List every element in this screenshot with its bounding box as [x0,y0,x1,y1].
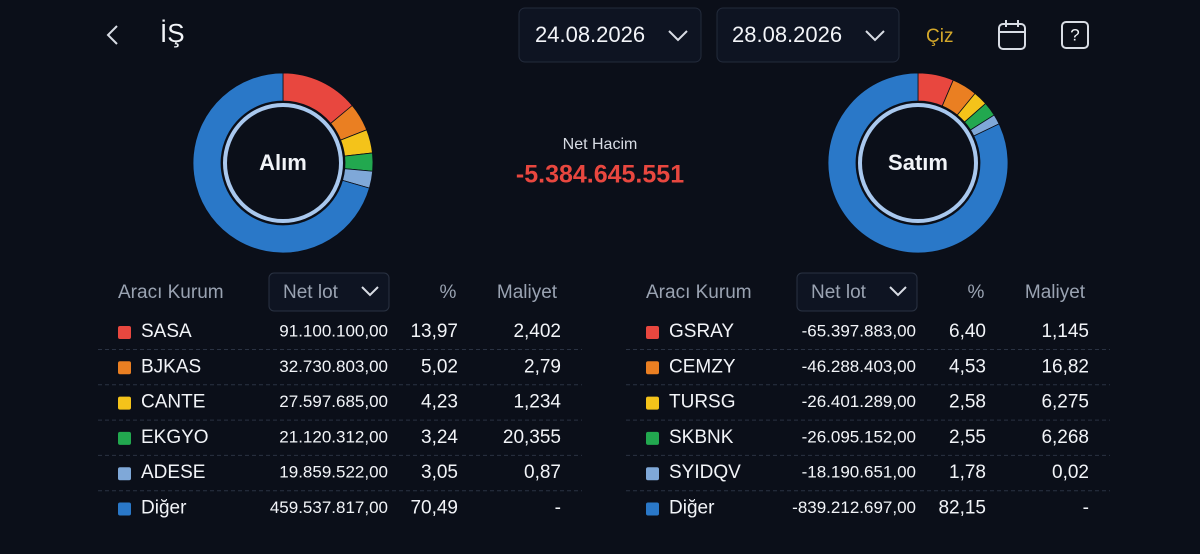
chevron [668,30,688,42]
donut-inner-ring [223,103,343,223]
broker-name: SASA [141,321,192,342]
column-header: Net lot [811,282,867,303]
cost: 0,02 [1052,462,1089,483]
cost: - [1083,498,1089,519]
percent: 13,97 [410,321,458,342]
broker-name: CANTE [141,392,205,413]
page-title: İŞ [160,18,185,48]
net-lot: 27.597.685,00 [279,392,388,411]
column-header: Maliyet [497,282,558,303]
broker-name: ADESE [141,462,205,483]
net-lot: -65.397.883,00 [802,321,916,340]
percent: 2,58 [949,392,986,413]
broker-name: CEMZY [669,356,736,377]
broker-name: SKBNK [669,427,734,448]
date-box [518,7,702,63]
net-lot: 459.537.817,00 [270,498,388,517]
legend-swatch [118,502,131,516]
back-button[interactable] [106,25,118,45]
end-date-picker[interactable]: 28.08.2026 [716,7,900,63]
legend-swatch [646,361,659,375]
donut-label: Alım [259,150,307,175]
column-header: Maliyet [1025,282,1086,303]
broker-name: Diğer [141,498,187,519]
legend-swatch [118,361,131,375]
cost: 16,82 [1041,356,1089,377]
net-lot: -839.212.697,00 [792,498,916,517]
column-header: Aracı Kurum [118,282,224,303]
donut-label: Satım [888,150,948,175]
percent: 4,23 [421,392,458,413]
column-header: % [968,282,985,303]
cost: 1,234 [513,392,561,413]
legend-swatch [118,431,131,445]
cost: 0,87 [524,462,561,483]
percent: 3,24 [421,427,458,448]
net-lot: -46.288.403,00 [802,357,916,376]
net-lot: 91.100.100,00 [279,321,388,340]
cost: 6,268 [1041,427,1089,448]
percent: 5,02 [421,356,458,377]
dropdown-box[interactable] [268,272,390,312]
help-icon: ? [1070,25,1079,44]
cost: 6,275 [1041,392,1089,413]
net-lot: 19.859.522,00 [279,463,388,482]
broker-name: EKGYO [141,427,209,448]
broker-name: SYIDQV [669,462,741,483]
net-lot: -26.095.152,00 [802,427,916,446]
legend-swatch [646,431,659,445]
end-date: 28.08.2026 [732,22,842,47]
net-volume-label: Net Hacim [563,136,638,153]
legend-swatch [646,467,659,481]
percent: 1,78 [949,462,986,483]
cost: - [555,498,561,519]
start-date-picker[interactable]: 24.08.2026 [518,7,702,63]
help-button[interactable]: ? [1061,21,1089,49]
net-volume-value: -5.384.645.551 [516,161,684,189]
column-header: Net lot [283,282,339,303]
donut-segment [344,152,374,172]
cost: 2,79 [524,356,561,377]
net-lot: -26.401.289,00 [802,392,916,411]
percent: 4,53 [949,356,986,377]
broker-name: GSRAY [669,321,734,342]
percent: 3,05 [421,462,458,483]
chevron [889,286,907,297]
net-lot: -18.190.651,00 [802,463,916,482]
percent: 2,55 [949,427,986,448]
dropdown-box[interactable] [796,272,918,312]
cost: 2,402 [513,321,561,342]
donut-segment [827,72,1009,254]
broker-name: TURSG [669,392,736,413]
calendar-button[interactable] [998,20,1026,50]
legend-swatch [646,326,659,339]
donut-segment [192,72,370,254]
column-header: Aracı Kurum [646,282,752,303]
percent: 82,15 [938,498,986,519]
date-box [716,7,900,63]
legend-swatch [118,326,131,339]
net-lot: 32.730.803,00 [279,357,388,376]
chevron [361,286,379,297]
broker-name: BJKAS [141,356,201,377]
percent: 6,40 [949,321,986,342]
broker-name: Diğer [669,498,715,519]
legend-swatch [118,396,131,410]
column-header: % [440,282,457,303]
legend-swatch [646,396,659,410]
legend-swatch [118,467,131,481]
cost: 20,355 [503,427,561,448]
cost: 1,145 [1041,321,1089,342]
donut-inner-ring [858,103,978,223]
start-date: 24.08.2026 [535,22,645,47]
chevron [865,30,885,42]
percent: 70,49 [410,498,458,519]
legend-swatch [646,502,659,516]
net-lot: 21.120.312,00 [279,427,388,446]
draw-button[interactable]: Çiz [926,26,953,47]
